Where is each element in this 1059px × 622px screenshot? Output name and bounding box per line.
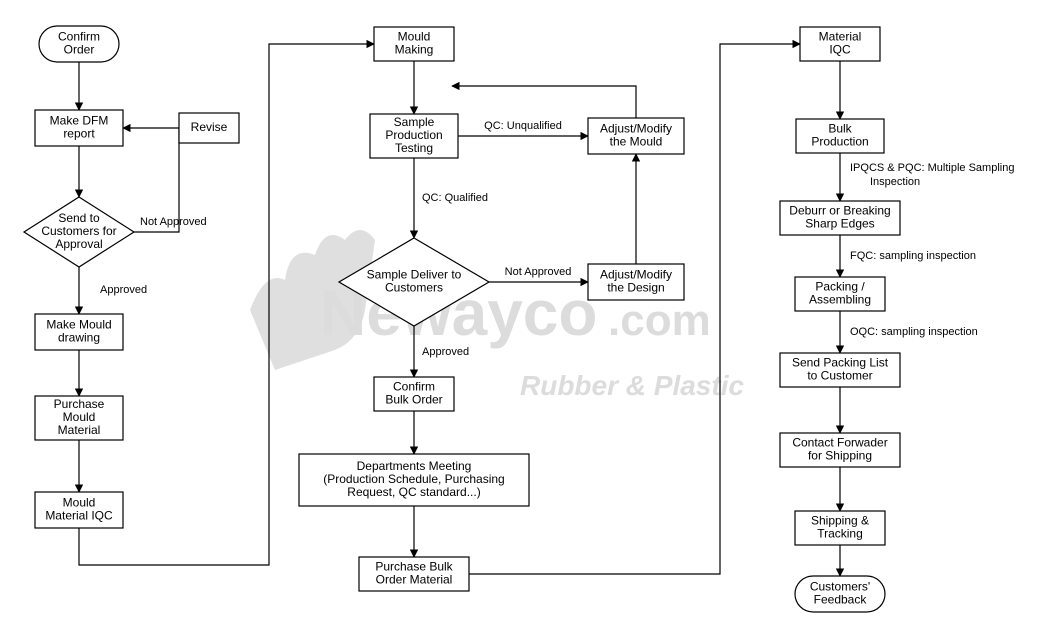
watermark: Newayco.comRubber & Plastic <box>250 230 744 401</box>
node-label-send_approval-2: Approval <box>55 237 102 251</box>
node-label-mould_making-1: Making <box>395 43 434 57</box>
node-label-dept_meeting-2: Request, QC standard...) <box>347 485 480 499</box>
node-label-feedback-0: Customers' <box>810 580 870 594</box>
node-label-sample_test-2: Testing <box>395 141 433 155</box>
edge-label-11: QC: Qualified <box>422 192 488 204</box>
node-label-send_packlist-1: to Customer <box>807 369 872 383</box>
node-label-purchase_mould-1: Mould <box>63 410 96 424</box>
flowchart-canvas: Newayco.comRubber & PlasticApprovedNot A… <box>0 0 1059 622</box>
node-label-mould_iqc-0: Mould <box>63 496 96 510</box>
node-revise: Revise <box>179 113 239 143</box>
node-label-purchase_bulk-1: Order Material <box>376 573 453 587</box>
node-label-packing-1: Assembling <box>809 293 871 307</box>
node-bulk_prod: BulkProduction <box>796 119 884 153</box>
node-label-dfm_report-0: Make DFM <box>50 114 109 128</box>
node-label-sample_deliver-0: Sample Deliver to <box>367 268 462 282</box>
node-label-contact_fwd-0: Contact Forwader <box>792 436 887 450</box>
edge-label-5: Not Approved <box>140 216 207 228</box>
node-label-mould_drawing-1: drawing <box>58 331 100 345</box>
node-label-sample_test-0: Sample <box>394 115 435 129</box>
edge-10 <box>452 86 636 118</box>
node-adjust_mould: Adjust/Modifythe Mould <box>588 118 684 154</box>
node-dfm_report: Make DFMreport <box>35 110 123 146</box>
edge-label-22: OQC: sampling inspection <box>850 326 978 338</box>
node-mould_drawing: Make Moulddrawing <box>35 314 123 350</box>
node-label-bulk_prod-0: Bulk <box>828 122 852 136</box>
node-label-dept_meeting-0: Departments Meeting <box>357 459 472 473</box>
node-label-dept_meeting-1: (Production Schedule, Purchasing <box>323 472 504 486</box>
node-label-feedback-1: Feedback <box>814 593 868 607</box>
edge-label-2: Approved <box>100 284 147 296</box>
edge-label-12: Not Approved <box>505 266 572 278</box>
node-purchase_mould: PurchaseMouldMaterial <box>35 396 123 440</box>
node-label-shipping-1: Tracking <box>817 527 863 541</box>
node-material_iqc: MaterialIQC <box>800 27 880 61</box>
node-confirm_order: ConfirmOrder <box>39 26 119 62</box>
node-mould_iqc: MouldMaterial IQC <box>35 492 123 528</box>
node-label-contact_fwd-1: for Shipping <box>808 449 872 463</box>
node-shipping: Shipping &Tracking <box>795 511 885 545</box>
node-label-adjust_mould-0: Adjust/Modify <box>600 122 672 136</box>
edge-label-14: Approved <box>422 346 469 358</box>
node-adjust_design: Adjust/Modifythe Design <box>588 264 684 300</box>
node-label-send_approval-1: Customers for <box>41 224 116 238</box>
node-label-sample_deliver-1: Customers <box>385 281 443 295</box>
node-label-purchase_mould-2: Material <box>58 423 101 437</box>
watermark-dotcom: .com <box>608 296 711 345</box>
node-deburr: Deburr or BreakingSharp Edges <box>780 201 900 235</box>
node-label-packing-0: Packing / <box>815 280 865 294</box>
node-label-mould_iqc-1: Material IQC <box>45 509 113 523</box>
node-label-sample_test-1: Production <box>385 128 442 142</box>
node-send_packlist: Send Packing Listto Customer <box>780 353 900 387</box>
node-label-confirm_order-0: Confirm <box>58 30 100 44</box>
node-label-mould_making-0: Mould <box>398 30 431 44</box>
node-dept_meeting: Departments Meeting(Production Schedule,… <box>299 454 529 506</box>
node-sample_test: SampleProductionTesting <box>370 114 458 158</box>
node-label-adjust_design-1: the Design <box>607 281 664 295</box>
node-label-material_iqc-0: Material <box>819 30 862 44</box>
watermark-tagline: Rubber & Plastic <box>520 370 744 401</box>
node-label-mould_drawing-0: Make Mould <box>46 318 111 332</box>
node-send_approval: Send toCustomers forApproval <box>24 197 134 267</box>
node-label-material_iqc-1: IQC <box>829 43 851 57</box>
node-label-confirm_order-1: Order <box>64 43 95 57</box>
node-label-bulk_prod-1: Production <box>811 135 868 149</box>
node-label-deburr-0: Deburr or Breaking <box>789 204 890 218</box>
node-label-send_approval-0: Send to <box>58 211 100 225</box>
edge-label-9: QC: Unqualified <box>484 120 562 132</box>
node-label-confirm_bulk-0: Confirm <box>393 380 435 394</box>
node-label-adjust_design-0: Adjust/Modify <box>600 268 672 282</box>
node-label-deburr-1: Sharp Edges <box>805 217 874 231</box>
edge-label-21: FQC: sampling inspection <box>850 250 976 262</box>
edge-label-20: Inspection <box>870 176 920 188</box>
node-label-shipping-0: Shipping & <box>811 514 869 528</box>
node-label-send_packlist-0: Send Packing List <box>792 356 889 370</box>
edge-label-19: IPQCS & PQC: Multiple Sampling <box>850 162 1014 174</box>
node-mould_making: MouldMaking <box>374 27 454 61</box>
node-label-purchase_mould-0: Purchase <box>54 397 105 411</box>
node-label-dfm_report-1: report <box>63 127 95 141</box>
node-contact_fwd: Contact Forwaderfor Shipping <box>780 433 900 467</box>
node-confirm_bulk: ConfirmBulk Order <box>374 377 454 411</box>
node-purchase_bulk: Purchase BulkOrder Material <box>359 557 469 591</box>
node-label-confirm_bulk-1: Bulk Order <box>385 393 442 407</box>
node-label-revise-0: Revise <box>191 120 228 134</box>
node-label-adjust_mould-1: the Mould <box>610 135 663 149</box>
node-label-purchase_bulk-0: Purchase Bulk <box>375 560 453 574</box>
node-packing: Packing /Assembling <box>795 277 885 311</box>
node-feedback: Customers'Feedback <box>795 576 885 612</box>
